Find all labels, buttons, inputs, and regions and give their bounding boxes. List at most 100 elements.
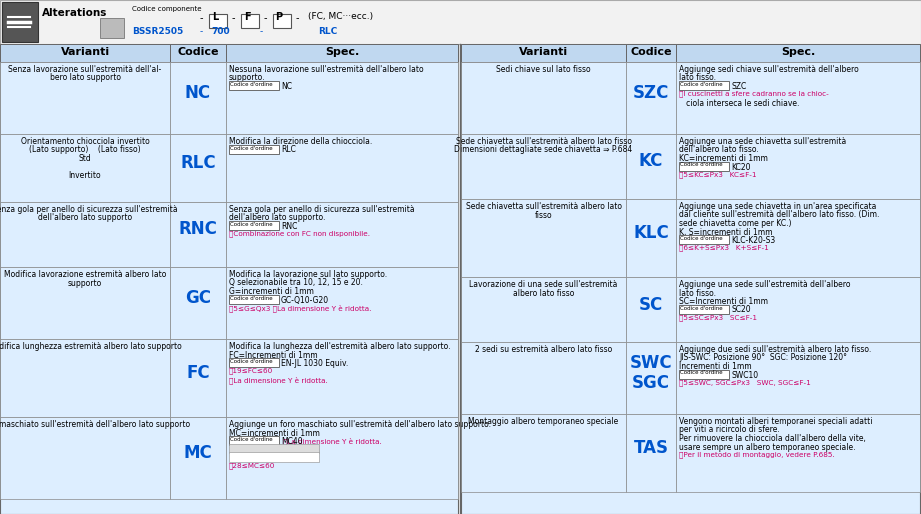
Bar [676, 277, 920, 342]
Text: ⓈPer il metodo di montaggio, vedere P.685.: ⓈPer il metodo di montaggio, vedere P.68… [679, 451, 834, 457]
Text: JIS-SWC: Posizione 90°  SGC: Posizione 120°: JIS-SWC: Posizione 90° SGC: Posizione 12… [679, 354, 847, 362]
Text: Codice: Codice [630, 47, 671, 57]
Text: RLC: RLC [281, 145, 296, 155]
Text: -: - [200, 27, 204, 36]
Text: Modifica lunghezza estremità albero lato supporto: Modifica lunghezza estremità albero lato… [0, 342, 181, 351]
Text: KLC-K20-S3: KLC-K20-S3 [731, 236, 775, 245]
Text: ⓈLa dimensione Y è ridotta.: ⓈLa dimensione Y è ridotta. [283, 437, 381, 445]
Text: TAS: TAS [634, 439, 669, 457]
Bar [461, 134, 626, 199]
Bar [209, 14, 227, 28]
Bar [229, 436, 279, 445]
Text: Vengono montati alberi temporanei speciali adatti: Vengono montati alberi temporanei specia… [679, 417, 872, 426]
Bar [229, 81, 279, 90]
Bar [226, 44, 458, 62]
Text: dell'albero lato fisso.: dell'albero lato fisso. [679, 145, 759, 155]
Text: Ⓢ19≤FC≤60: Ⓢ19≤FC≤60 [229, 368, 274, 374]
Text: Modifica la lunghezza dell'estremità albero lato supporto.: Modifica la lunghezza dell'estremità alb… [229, 342, 450, 351]
Bar [226, 417, 458, 499]
Text: Varianti: Varianti [519, 47, 568, 57]
Text: Ⓢ5≤SWC, SGC≤Px3   SWC, SGC≤F-1: Ⓢ5≤SWC, SGC≤Px3 SWC, SGC≤F-1 [679, 379, 810, 386]
Text: SC20: SC20 [731, 305, 751, 315]
Bar [626, 342, 676, 414]
Text: Modifica lavorazione estremità albero lato: Modifica lavorazione estremità albero la… [4, 270, 166, 279]
Bar [241, 14, 259, 28]
Text: fisso: fisso [535, 211, 553, 219]
Text: Aggiunge una sede chiavetta sull'estremità: Aggiunge una sede chiavetta sull'estremi… [679, 137, 846, 146]
Bar [0, 62, 170, 134]
Text: Senza lavorazione sull'estremità dell'al-: Senza lavorazione sull'estremità dell'al… [8, 65, 161, 74]
Bar [170, 417, 226, 499]
Text: Aggiunge sedi chiave sull'estremità dell'albero: Aggiunge sedi chiave sull'estremità dell… [679, 65, 858, 74]
Bar [170, 44, 226, 62]
Text: Codice d'ordine: Codice d'ordine [230, 82, 273, 87]
Text: Sedi chiave sul lato fisso: Sedi chiave sul lato fisso [496, 65, 590, 74]
Text: NC: NC [185, 84, 211, 102]
Bar [0, 339, 170, 417]
Bar [626, 62, 676, 134]
Text: dell'albero lato supporto.: dell'albero lato supporto. [229, 213, 325, 223]
Text: FC=Incrementi di 1mm: FC=Incrementi di 1mm [229, 351, 318, 359]
Bar [461, 44, 626, 62]
Text: lato fisso.: lato fisso. [679, 288, 716, 298]
Text: Codice d'ordine: Codice d'ordine [230, 437, 273, 442]
Bar [461, 277, 626, 342]
Bar [0, 417, 170, 499]
Text: -: - [260, 27, 263, 36]
Text: usare sempre un albero temporaneo speciale.: usare sempre un albero temporaneo specia… [679, 443, 856, 451]
Text: SWC10: SWC10 [731, 371, 758, 379]
Text: Senza gola per anello di sicurezza sull'estremità: Senza gola per anello di sicurezza sull'… [0, 205, 178, 214]
Bar [626, 277, 676, 342]
Bar [226, 134, 458, 202]
Text: Codice d'ordine: Codice d'ordine [230, 296, 273, 301]
Bar [226, 339, 458, 417]
Bar [226, 62, 458, 134]
Text: KC=incrementi di 1mm: KC=incrementi di 1mm [679, 154, 768, 163]
Text: dell'albero lato supporto: dell'albero lato supporto [38, 213, 132, 223]
Bar [170, 202, 226, 267]
Text: MC: MC [183, 444, 213, 462]
Text: Codice d'ordine: Codice d'ordine [230, 359, 273, 364]
Text: -: - [296, 13, 299, 23]
Text: Aggiunge un foro maschiato sull'estremità dell'albero lato supporto.: Aggiunge un foro maschiato sull'estremit… [229, 420, 491, 429]
Text: -: - [264, 13, 267, 23]
Text: 20: 20 [289, 454, 298, 460]
Text: 2 sedi su estremità albero lato fisso: 2 sedi su estremità albero lato fisso [475, 345, 612, 354]
Text: Codice d'ordine: Codice d'ordine [230, 222, 273, 227]
Text: Codice d'ordine: Codice d'ordine [680, 371, 723, 376]
Text: Ⓢ5≤KC≤Px3   KC≤F-1: Ⓢ5≤KC≤Px3 KC≤F-1 [679, 171, 756, 178]
Bar [461, 342, 626, 414]
Text: Sede chiavetta sull'estremità albero lato fisso: Sede chiavetta sull'estremità albero lat… [456, 137, 632, 146]
Text: Codice componente: Codice componente [132, 6, 202, 12]
Text: RLC: RLC [318, 27, 337, 36]
Bar [170, 339, 226, 417]
Text: Sede chiavetta sull'estremità albero lato: Sede chiavetta sull'estremità albero lat… [465, 202, 622, 211]
Bar [100, 18, 124, 38]
Text: Ⓢ6≤K+S≤Px3   K+S≤F-1: Ⓢ6≤K+S≤Px3 K+S≤F-1 [679, 245, 769, 251]
Bar [0, 202, 170, 267]
Bar [676, 134, 920, 199]
Text: KLC: KLC [633, 224, 669, 242]
Text: KC: KC [639, 153, 663, 171]
Text: -: - [200, 13, 204, 23]
Bar [679, 370, 729, 378]
Bar [170, 62, 226, 134]
Text: Codice d'ordine: Codice d'ordine [230, 145, 273, 151]
Text: albero lato fisso: albero lato fisso [513, 288, 574, 298]
Bar [626, 414, 676, 492]
Text: Per rimuovere la chiocciola dall'albero della vite,: Per rimuovere la chiocciola dall'albero … [679, 434, 866, 443]
Text: Orientamento chiocciola invertito: Orientamento chiocciola invertito [20, 137, 149, 146]
Text: Spec.: Spec. [325, 47, 359, 57]
Bar [0, 44, 458, 514]
Text: Incrementi di 1mm: Incrementi di 1mm [679, 362, 752, 371]
Text: Modifica la direzione della chiocciola.: Modifica la direzione della chiocciola. [229, 137, 372, 146]
Text: RNC: RNC [281, 222, 297, 231]
Text: bero lato supporto: bero lato supporto [50, 74, 121, 83]
Text: SC=Incrementi di 1mm: SC=Incrementi di 1mm [679, 297, 768, 306]
Text: SZC: SZC [633, 84, 670, 102]
Bar [229, 358, 279, 367]
Bar [226, 202, 458, 267]
Text: BSSR2505: BSSR2505 [132, 27, 183, 36]
Bar [170, 134, 226, 202]
Bar [676, 342, 920, 414]
